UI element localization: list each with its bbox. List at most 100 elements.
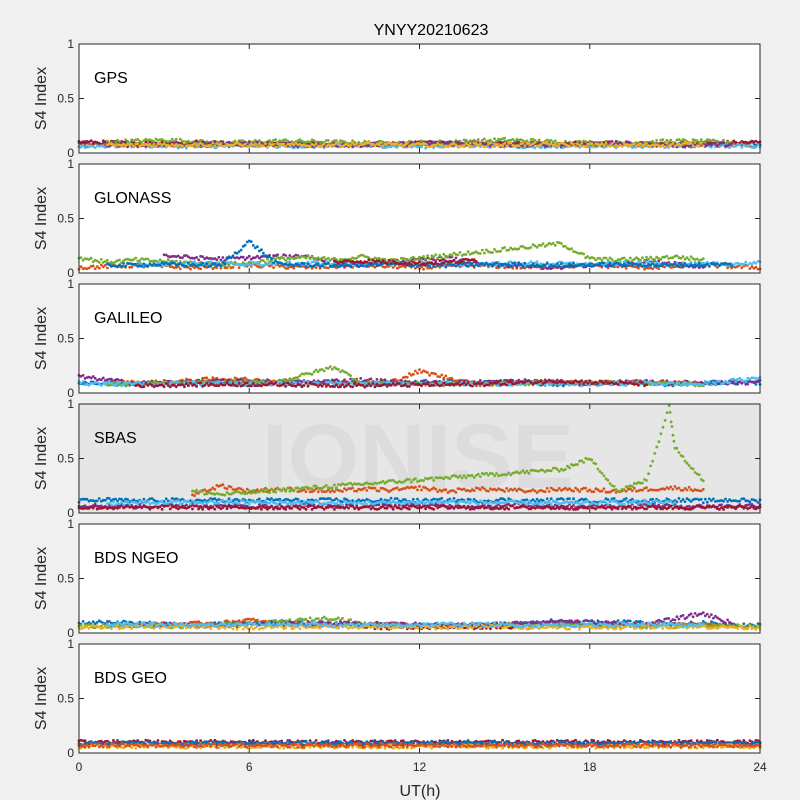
data-point (687, 258, 691, 262)
data-point (610, 258, 614, 261)
data-point (106, 139, 109, 143)
data-point (503, 246, 506, 249)
data-point (511, 138, 515, 141)
data-point (701, 144, 705, 148)
data-point (122, 262, 125, 265)
data-point (91, 264, 95, 268)
data-point (513, 139, 517, 143)
data-point (560, 242, 563, 245)
data-point (243, 142, 247, 146)
data-point (673, 262, 677, 266)
data-point (456, 253, 460, 257)
data-point (414, 369, 417, 373)
data-point (253, 142, 257, 146)
data-point (513, 262, 517, 265)
data-point (282, 142, 286, 146)
data-point (707, 265, 711, 268)
data-point (507, 248, 511, 252)
data-point (405, 375, 409, 379)
data-point (730, 142, 733, 145)
data-point (564, 139, 567, 143)
data-point (377, 139, 381, 143)
data-point (450, 253, 454, 257)
data-point (302, 262, 306, 265)
data-point (152, 143, 156, 146)
data-point (529, 246, 533, 249)
data-point (426, 371, 429, 374)
data-point (391, 266, 395, 269)
data-point (146, 257, 150, 261)
data-point (653, 258, 656, 261)
data-point (134, 262, 138, 266)
data-point (170, 137, 174, 141)
data-point (440, 256, 444, 259)
data-point (298, 138, 302, 142)
data-point (691, 144, 695, 148)
data-point (120, 378, 123, 382)
data-point (620, 145, 624, 148)
data-point (476, 138, 480, 141)
data-point (333, 139, 336, 143)
data-point (553, 244, 557, 247)
data-point (97, 261, 101, 264)
data-point (551, 241, 555, 245)
data-point (203, 264, 207, 268)
data-point (326, 256, 330, 260)
data-point (308, 140, 312, 144)
data-point (557, 264, 561, 268)
data-point (199, 267, 203, 271)
data-point (195, 256, 199, 259)
data-point (541, 242, 545, 246)
data-point (272, 266, 275, 269)
data-point (219, 264, 223, 267)
data-point (351, 141, 354, 145)
data-point (535, 245, 539, 249)
data-point (493, 248, 496, 251)
data-point (93, 267, 97, 271)
data-point (574, 145, 577, 148)
data-point (572, 261, 575, 265)
data-point (462, 261, 466, 265)
data-point (677, 265, 681, 269)
data-point (162, 139, 166, 143)
axes-box (78, 283, 761, 394)
data-point (239, 139, 243, 143)
data-point (81, 140, 85, 144)
data-point (256, 145, 259, 149)
data-point (468, 139, 472, 143)
data-point (592, 145, 596, 149)
data-point (624, 266, 628, 270)
data-point (322, 142, 326, 146)
axes-box (78, 43, 761, 154)
data-point (422, 267, 425, 271)
data-point (118, 258, 121, 262)
data-point (495, 261, 498, 265)
data-point (604, 256, 608, 260)
data-point (178, 137, 182, 141)
data-point (637, 266, 640, 270)
data-point (533, 141, 537, 144)
data-point (276, 253, 279, 257)
data-point (517, 141, 521, 144)
data-point (89, 256, 93, 260)
data-point (181, 144, 184, 148)
data-point (438, 259, 442, 262)
data-point (268, 255, 271, 258)
data-point (716, 144, 719, 148)
data-point (588, 262, 592, 266)
data-point (405, 141, 409, 145)
data-point (602, 144, 606, 147)
data-point (647, 259, 650, 263)
data-point (369, 377, 373, 381)
data-point (515, 264, 519, 268)
data-point (205, 376, 209, 380)
data-point (541, 267, 545, 270)
data-point (551, 140, 555, 144)
data-point (517, 247, 521, 251)
data-point (436, 262, 440, 266)
data-point (241, 139, 245, 143)
data-point (160, 138, 164, 141)
data-point (426, 254, 429, 257)
data-point (217, 255, 221, 259)
